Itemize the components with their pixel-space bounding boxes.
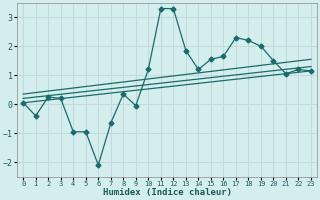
X-axis label: Humidex (Indice chaleur): Humidex (Indice chaleur) bbox=[103, 188, 232, 197]
